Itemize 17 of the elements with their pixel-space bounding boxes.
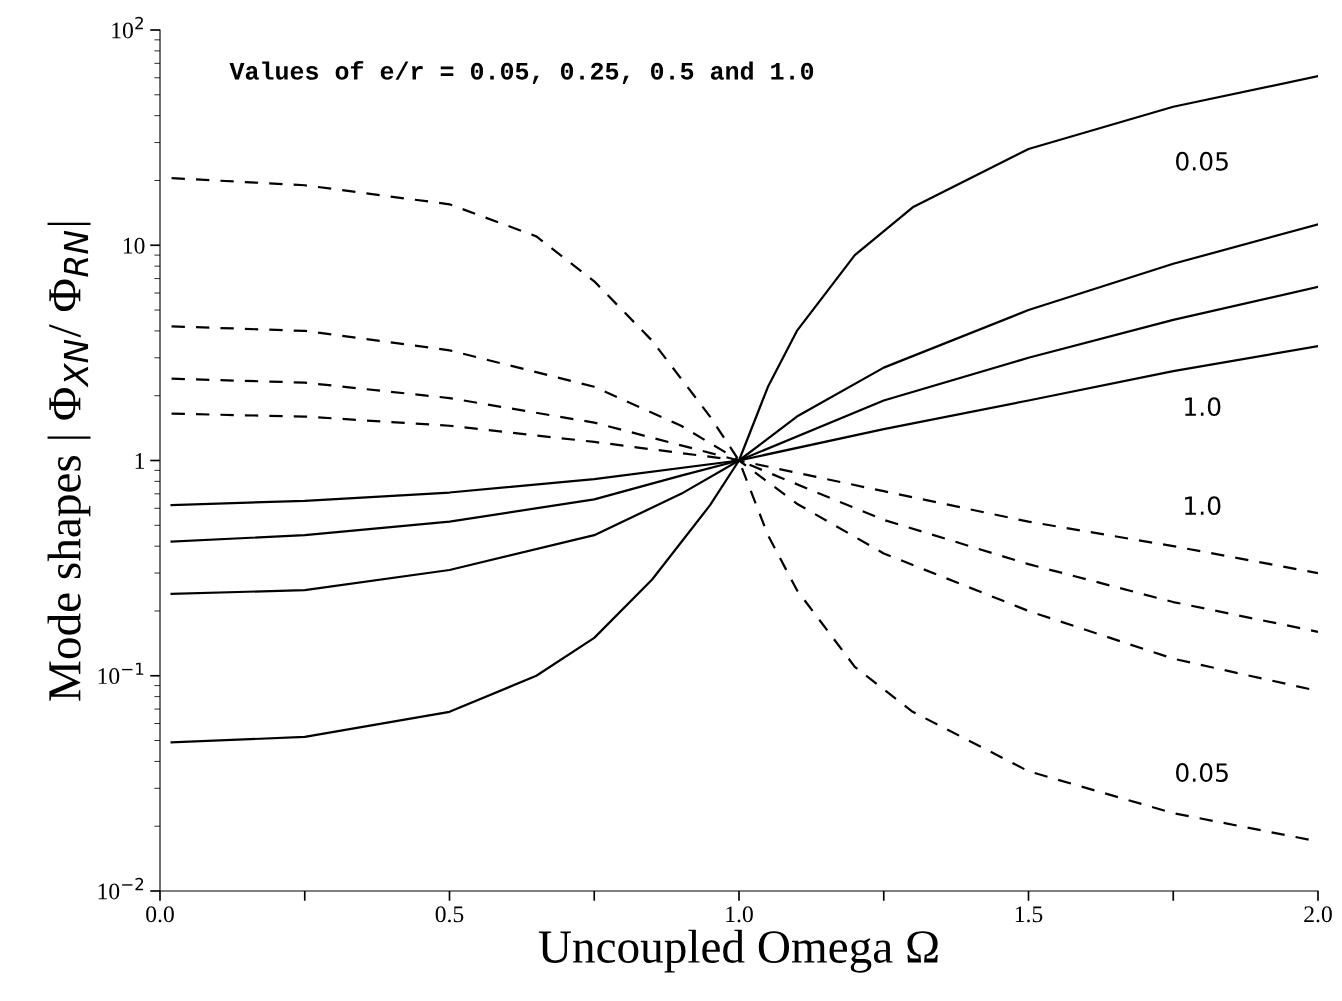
annotation: 1.0 [1185, 397, 1221, 417]
x-tick-label: 2.0 [1304, 906, 1332, 923]
x-axis-title: Uncoupled Omega Ω [538, 929, 938, 973]
annotation: Values of e/r = 0.05, 0.25, 0.5 and 1.0 [229, 61, 814, 84]
x-tick-label: 0.5 [435, 906, 464, 923]
annotation: 1.0 [1185, 496, 1221, 516]
y-tick-label: 10$^{2}$ [112, 16, 143, 39]
x-tick-label: 1.5 [1015, 906, 1043, 923]
y-tick-label: 10 [123, 237, 145, 254]
y-tick-label: 1 [135, 453, 144, 469]
x-tick-label: 0.0 [146, 906, 174, 923]
x-tick-label: 1.0 [726, 906, 753, 923]
y-axis-title: Mode shapes | Φ$_{XN}$/ Φ$_{RN}$| [47, 222, 91, 701]
y-tick-label: 10$^{−1}$ [98, 662, 144, 685]
annotation: 0.05 [1176, 763, 1228, 783]
y-tick-label: 10$^{−2}$ [98, 877, 144, 900]
annotation: 0.05 [1176, 151, 1228, 171]
